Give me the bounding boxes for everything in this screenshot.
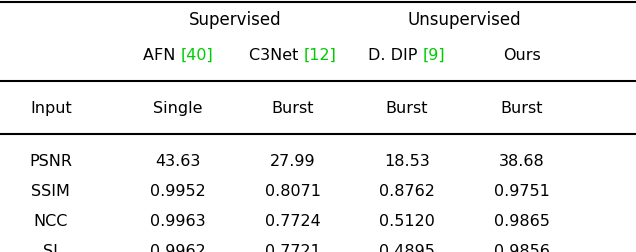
- Text: 0.9952: 0.9952: [150, 184, 206, 199]
- Text: Burst: Burst: [501, 101, 543, 116]
- Text: D. DIP: D. DIP: [368, 48, 423, 63]
- Text: 0.9856: 0.9856: [494, 244, 550, 252]
- Text: 27.99: 27.99: [270, 154, 315, 169]
- Text: 0.9962: 0.9962: [150, 244, 206, 252]
- Text: 0.7724: 0.7724: [265, 214, 321, 229]
- Text: [12]: [12]: [303, 48, 336, 63]
- Text: 0.9751: 0.9751: [494, 184, 550, 199]
- Text: 0.8762: 0.8762: [379, 184, 435, 199]
- Text: C3Net: C3Net: [249, 48, 303, 63]
- Text: 0.9963: 0.9963: [150, 214, 206, 229]
- Text: 0.5120: 0.5120: [379, 214, 435, 229]
- Text: Single: Single: [153, 101, 203, 116]
- Text: AFN: AFN: [143, 48, 181, 63]
- Text: Unsupervised: Unsupervised: [408, 11, 521, 29]
- Text: Ours: Ours: [502, 48, 541, 63]
- Text: 43.63: 43.63: [155, 154, 201, 169]
- Text: Burst: Burst: [272, 101, 314, 116]
- Text: PSNR: PSNR: [29, 154, 73, 169]
- Text: SSIM: SSIM: [31, 184, 71, 199]
- Text: [40]: [40]: [181, 48, 213, 63]
- Text: 18.53: 18.53: [384, 154, 430, 169]
- Text: Burst: Burst: [386, 101, 428, 116]
- Text: 0.8071: 0.8071: [265, 184, 321, 199]
- Text: Supervised: Supervised: [189, 11, 282, 29]
- Text: 0.4895: 0.4895: [379, 244, 435, 252]
- Text: 0.9865: 0.9865: [494, 214, 550, 229]
- Text: 38.68: 38.68: [499, 154, 544, 169]
- Text: [9]: [9]: [423, 48, 446, 63]
- Text: SI: SI: [43, 244, 59, 252]
- Text: Input: Input: [30, 101, 72, 116]
- Text: NCC: NCC: [34, 214, 68, 229]
- Text: 0.7721: 0.7721: [265, 244, 321, 252]
